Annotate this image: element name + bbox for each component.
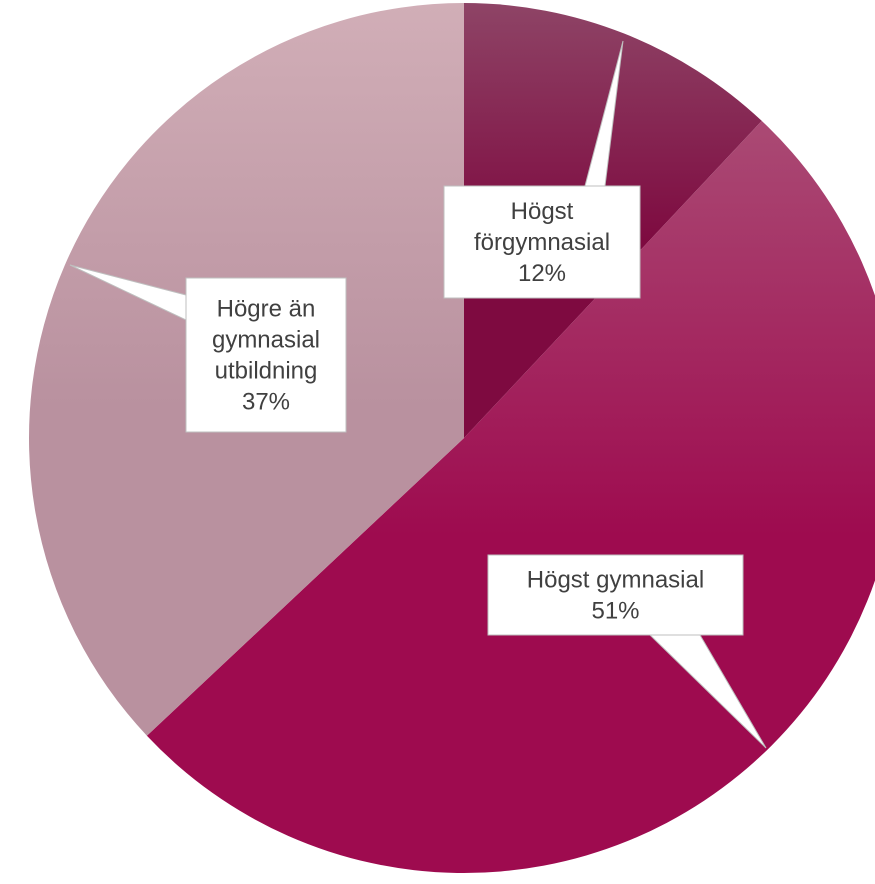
data-label-text: Högst [511, 198, 574, 225]
data-label-box [443, 185, 641, 299]
data-label-text: 12% [518, 260, 566, 287]
data-label-hogst-forgymnasial: Högst förgymnasial 12% [443, 40, 641, 299]
data-label-text: 37% [242, 389, 290, 416]
data-label-pointer [648, 634, 767, 749]
data-label-hogst-gymnasial: Högst gymnasial 51% [487, 554, 767, 749]
data-label-box [185, 277, 347, 433]
data-label-text: 51% [591, 598, 639, 625]
data-label-text: förgymnasial [474, 229, 610, 256]
data-label-text: gymnasial [212, 327, 320, 354]
data-label-text: utbildning [215, 358, 318, 385]
data-label-pointer [69, 264, 187, 321]
pie-slice-hogst-gymnasial [146, 120, 875, 873]
data-label-text: Högst gymnasial [527, 567, 704, 594]
data-label-pointer [584, 40, 624, 187]
pie-slices [28, 2, 875, 873]
data-label-text: Högre än [217, 296, 316, 323]
data-label-hogre-an-gymnasial-utbildning: Högre än gymnasial utbildning 37% [69, 264, 347, 433]
data-label-box [487, 554, 744, 636]
